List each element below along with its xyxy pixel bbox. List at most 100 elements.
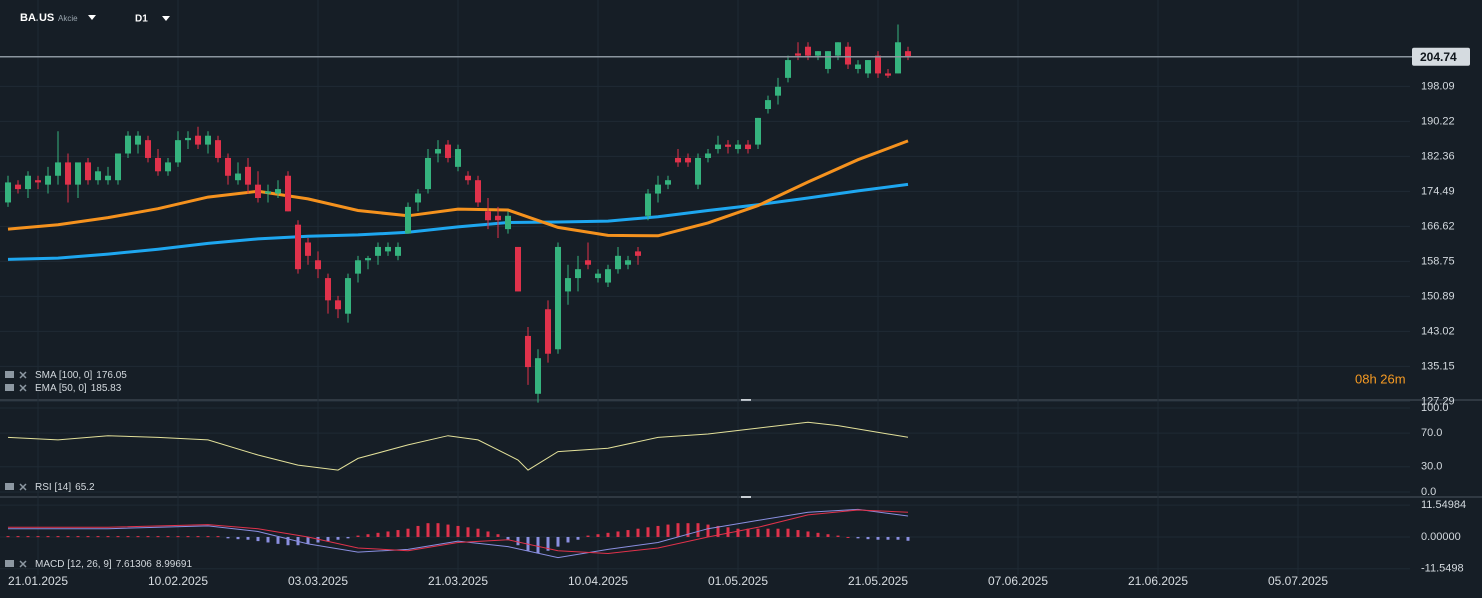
x-tick-label: 03.03.2025 <box>288 574 348 588</box>
candle-body <box>595 273 601 279</box>
candle-body <box>585 260 591 265</box>
candle-body <box>295 224 301 270</box>
histogram-bar <box>16 536 20 538</box>
histogram-bar <box>866 536 870 540</box>
timeframe-dropdown[interactable] <box>162 16 170 21</box>
candle-body <box>145 140 151 158</box>
candle-body <box>465 175 471 181</box>
histogram-bar <box>846 536 850 538</box>
histogram-bar <box>476 528 480 537</box>
y-tick-label: 158.75 <box>1421 255 1455 267</box>
histogram-bar <box>626 530 630 537</box>
candle-body <box>525 335 531 368</box>
histogram-bar <box>496 534 500 537</box>
candle-body <box>455 149 461 167</box>
candle-body <box>635 251 641 256</box>
legend-close[interactable] <box>19 560 27 568</box>
candle-body <box>655 184 661 194</box>
indicator-line <box>7 139 909 238</box>
candle-body <box>485 211 491 221</box>
histogram-bar <box>806 531 810 537</box>
panel-handle[interactable] <box>741 496 751 498</box>
candle-body <box>285 175 291 212</box>
candle-body <box>5 182 11 203</box>
candle-body <box>25 175 31 190</box>
histogram-bar <box>276 536 280 544</box>
candle-body <box>715 144 721 150</box>
histogram-bar <box>36 536 40 538</box>
candle-body <box>125 135 131 154</box>
legend-close[interactable] <box>19 483 27 491</box>
candle-body <box>555 246 561 350</box>
histogram-bar <box>456 525 460 537</box>
y-tick-label: 0.00000 <box>1421 531 1461 543</box>
y-tick-label: 70.0 <box>1421 427 1442 439</box>
y-tick-label: 198.09 <box>1421 80 1455 92</box>
legend-part: 176.05 <box>96 370 127 381</box>
histogram-bar <box>196 536 200 538</box>
symbol[interactable]: BA.US <box>20 12 54 24</box>
histogram-bar <box>716 525 720 537</box>
histogram-bar <box>616 531 620 537</box>
candle-body <box>75 162 81 185</box>
legend-part: RSI [14] <box>35 482 71 493</box>
histogram-bar <box>836 535 840 537</box>
histogram-bar <box>636 528 640 537</box>
histogram-bar <box>826 534 830 537</box>
histogram-bar <box>446 524 450 537</box>
legend-label: EMA [50, 0] 185.83 <box>35 383 122 394</box>
histogram-bar <box>906 536 910 541</box>
panel-handle[interactable] <box>741 399 751 401</box>
candle-body <box>865 60 871 74</box>
candle-body <box>355 260 361 274</box>
candle-body <box>45 175 51 185</box>
legend-close[interactable] <box>19 371 27 379</box>
y-tick-label: 174.49 <box>1421 185 1455 197</box>
x-tick-label: 21.06.2025 <box>1128 574 1188 588</box>
y-tick-label: 135.15 <box>1421 360 1455 372</box>
candle-body <box>515 246 521 292</box>
histogram-bar <box>256 536 260 542</box>
histogram-bar <box>676 523 680 537</box>
legend-part: 65.2 <box>75 482 95 493</box>
histogram-bar <box>126 536 130 538</box>
candle-body <box>645 193 651 216</box>
legend-close[interactable] <box>19 384 27 392</box>
candle-body <box>765 100 771 110</box>
histogram-bar <box>226 536 230 539</box>
candle-body <box>185 137 191 141</box>
histogram-bar <box>596 534 600 537</box>
price-tag-label: 204.74 <box>1420 50 1457 64</box>
histogram-bar <box>146 536 150 538</box>
y-tick-label: 127.29 <box>1421 395 1455 407</box>
histogram-bar <box>546 536 550 551</box>
candle-body <box>305 242 311 256</box>
symbol-dropdown[interactable] <box>88 15 96 20</box>
candle-body <box>675 157 681 163</box>
candle-body <box>205 135 211 145</box>
candle-body <box>35 180 41 183</box>
histogram-bar <box>116 536 120 538</box>
histogram-bar <box>206 536 210 538</box>
histogram-bar <box>356 535 360 537</box>
macd-line <box>8 508 909 559</box>
candle-body <box>605 269 611 283</box>
candle-body <box>825 51 831 69</box>
candle-body <box>845 46 851 65</box>
histogram-bar <box>106 536 110 538</box>
histogram-bar <box>6 536 10 538</box>
histogram-bar <box>746 528 750 537</box>
histogram-bar <box>66 536 70 538</box>
timeframe[interactable]: D1 <box>135 14 148 25</box>
legend-label: RSI [14] 65.2 <box>35 482 95 493</box>
histogram-bar <box>236 536 240 540</box>
histogram-bar <box>886 536 890 540</box>
candle-body <box>565 278 571 292</box>
histogram-bar <box>536 536 540 554</box>
x-tick-label: 21.01.2025 <box>8 574 68 588</box>
histogram-bar <box>776 528 780 537</box>
candle-body <box>275 189 281 194</box>
candle-body <box>665 180 671 185</box>
histogram-bar <box>86 536 90 538</box>
x-tick-label: 10.02.2025 <box>148 574 208 588</box>
